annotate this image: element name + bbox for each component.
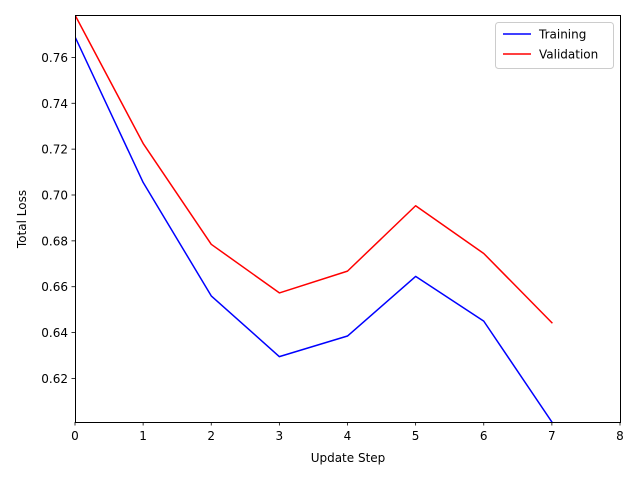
y-tick-label: 0.68 — [41, 234, 68, 248]
y-tick-label: 0.66 — [41, 280, 68, 294]
y-axis: 0.62 0.64 0.66 0.68 0.70 0.72 0.74 0.76 — [41, 51, 75, 386]
x-tick-label: 8 — [616, 429, 624, 443]
x-tick-label: 6 — [480, 429, 488, 443]
y-axis-label: Total Loss — [15, 190, 29, 249]
legend-label-validation: Validation — [539, 48, 598, 62]
x-tick-label: 1 — [139, 429, 147, 443]
legend-label-training: Training — [538, 28, 586, 42]
y-tick-label: 0.64 — [41, 326, 68, 340]
y-tick-label: 0.62 — [41, 372, 68, 386]
x-tick-label: 4 — [344, 429, 352, 443]
x-axis-label: Update Step — [311, 451, 386, 465]
x-axis: 0 1 2 3 4 5 6 7 8 — [71, 422, 624, 443]
y-tick-label: 0.72 — [41, 143, 68, 157]
x-tick-label: 2 — [207, 429, 215, 443]
series-line-training — [75, 35, 553, 422]
series-line-validation — [75, 15, 553, 324]
y-tick-label: 0.74 — [41, 97, 68, 111]
x-tick-label: 3 — [276, 429, 284, 443]
legend: Training Validation — [495, 22, 614, 69]
y-tick-label: 0.70 — [41, 188, 68, 202]
x-tick-label: 7 — [548, 429, 556, 443]
plot-frame — [75, 15, 621, 423]
plot-lines — [75, 15, 553, 422]
y-tick-label: 0.76 — [41, 51, 68, 65]
x-tick-label: 5 — [412, 429, 420, 443]
x-tick-label: 0 — [71, 429, 79, 443]
